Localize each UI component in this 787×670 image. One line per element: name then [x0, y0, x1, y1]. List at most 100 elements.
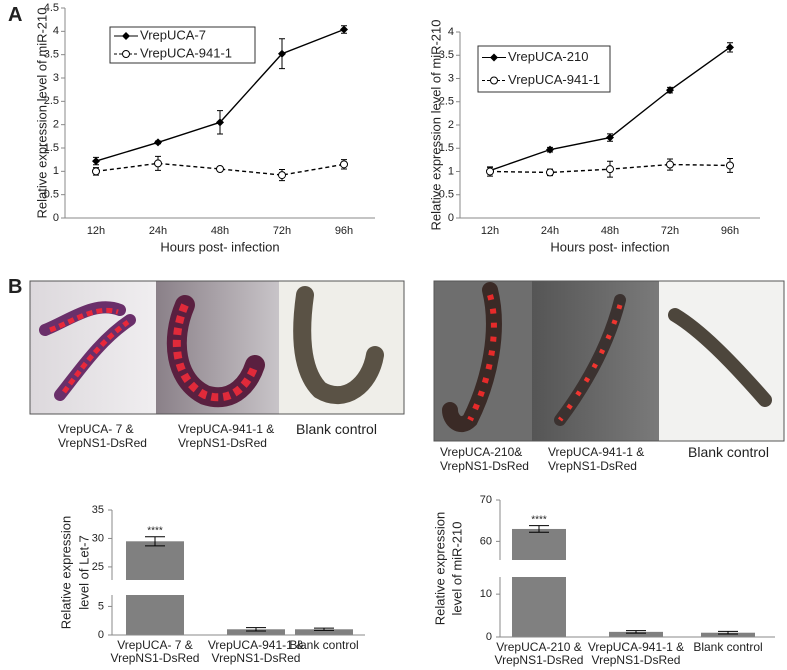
larva-signal: [49, 308, 130, 394]
marker: [278, 171, 286, 180]
y-axis-label: Relative expression: [432, 512, 447, 625]
error-bar: [314, 627, 334, 631]
y-tick-label: 5: [98, 600, 104, 612]
y-tick-label: 2: [448, 119, 454, 131]
marker: [278, 49, 286, 58]
y-tick-label: 0: [98, 629, 104, 641]
x-tick-label: 72h: [661, 225, 679, 237]
larva: [668, 308, 772, 407]
y-tick-label: 3.5: [44, 49, 59, 61]
y-axis-label: Relative expression level of miR-210: [428, 20, 443, 231]
y-tick-label: 1.5: [439, 142, 454, 154]
y-tick-label: 0.5: [44, 189, 59, 201]
y-tick-label: 10: [480, 588, 492, 600]
legend-marker: [122, 32, 130, 40]
y-tick-label: 25: [92, 561, 104, 573]
photo-caption: Blank control: [296, 421, 377, 437]
panel-label: A: [8, 4, 23, 26]
photo-frame: [433, 280, 785, 442]
photo-frame: [29, 280, 405, 415]
y-tick-label: 1.5: [44, 142, 59, 154]
x-tick-label: 24h: [541, 225, 559, 237]
x-tick-label: 12h: [481, 225, 499, 237]
y-tick-label: 4: [448, 26, 454, 38]
marker: [546, 168, 554, 177]
marker: [606, 133, 614, 142]
bar: [512, 528, 566, 560]
marker: [726, 43, 734, 52]
photo-caption: Blank control: [688, 444, 769, 460]
y-tick-label: 0.5: [439, 189, 454, 201]
y-tick-label: 1: [53, 165, 59, 177]
y-tick-label: 3: [448, 72, 454, 84]
y-tick-label: 4: [53, 25, 59, 37]
bar: [126, 595, 184, 635]
significance-label: ****: [147, 525, 163, 536]
y-tick-label: 60: [480, 535, 492, 547]
marker: [154, 138, 162, 147]
photo-caption: VrepUCA- 7 & VrepNS1-DsRed: [58, 422, 147, 450]
marker: [92, 167, 100, 176]
x-tick-label: VrepUCA- 7 & VrepNS1-DsRed: [110, 638, 200, 665]
bar: [227, 629, 285, 635]
panel-label: B: [8, 276, 23, 298]
y-tick-label: 3.5: [439, 49, 454, 61]
marker: [486, 167, 494, 176]
legend-box: [109, 26, 256, 64]
photo-caption: VrepUCA-941-1 & VrepNS1-DsRed: [548, 445, 645, 473]
larva: [293, 286, 384, 404]
x-tick-label: 72h: [273, 225, 291, 237]
marker: [216, 118, 224, 127]
bar: [609, 631, 663, 637]
error-bar: [145, 536, 165, 547]
x-axis-label: Hours post- infection: [160, 239, 279, 254]
error-bar: [246, 627, 266, 632]
y-axis-label: level of Let-7: [76, 535, 91, 609]
legend-label: VrepUCA-7: [140, 27, 206, 42]
y-axis-label: level of miR-210: [449, 522, 464, 616]
larva-signal: [557, 304, 623, 422]
photo-strip: [29, 280, 405, 415]
x-axis-label: Hours post- infection: [550, 239, 669, 254]
y-tick-label: 35: [92, 504, 104, 516]
y-tick-label: 2.5: [439, 96, 454, 108]
marker: [606, 165, 614, 174]
legend-marker: [490, 53, 498, 62]
x-tick-label: 48h: [601, 225, 619, 237]
marker: [340, 160, 348, 169]
larva-signal: [467, 294, 497, 422]
y-tick-label: 2: [53, 119, 59, 131]
x-tick-label: Blank control: [289, 638, 359, 652]
y-tick-label: 70: [480, 494, 492, 506]
error-bar: [626, 630, 646, 634]
photo-strip: [433, 280, 785, 442]
x-tick-label: 48h: [211, 225, 229, 237]
x-tick-label: 24h: [149, 225, 167, 237]
bar: [512, 577, 566, 637]
y-tick-label: 1: [448, 165, 454, 177]
y-tick-label: 4.5: [44, 2, 59, 14]
y-tick-label: 0: [486, 631, 492, 643]
marker: [216, 165, 224, 173]
marker: [726, 161, 734, 170]
error-bar: [529, 525, 549, 533]
y-tick-label: 30: [92, 532, 104, 544]
y-axis-label: Relative expression level of miR-210: [34, 8, 49, 219]
marker: [340, 25, 348, 34]
x-tick-label: Blank control: [693, 640, 763, 654]
larva-signal: [172, 303, 259, 402]
legend-label: VrepUCA-941-1: [140, 45, 232, 60]
marker: [666, 160, 674, 169]
y-tick-label: 3: [53, 72, 59, 84]
x-tick-label: 96h: [721, 225, 739, 237]
x-tick-label: VrepUCA-210 & VrepNS1-DsRed: [494, 640, 584, 667]
marker: [154, 159, 162, 168]
photo-caption: VrepUCA-210& VrepNS1-DsRed: [440, 445, 529, 473]
bar: [126, 541, 184, 580]
y-axis-label: Relative expression: [58, 516, 73, 629]
marker: [666, 86, 674, 95]
y-tick-label: 0: [448, 212, 454, 224]
x-tick-label: VrepUCA-941-1 & VrepNS1-DsRed: [587, 640, 685, 667]
